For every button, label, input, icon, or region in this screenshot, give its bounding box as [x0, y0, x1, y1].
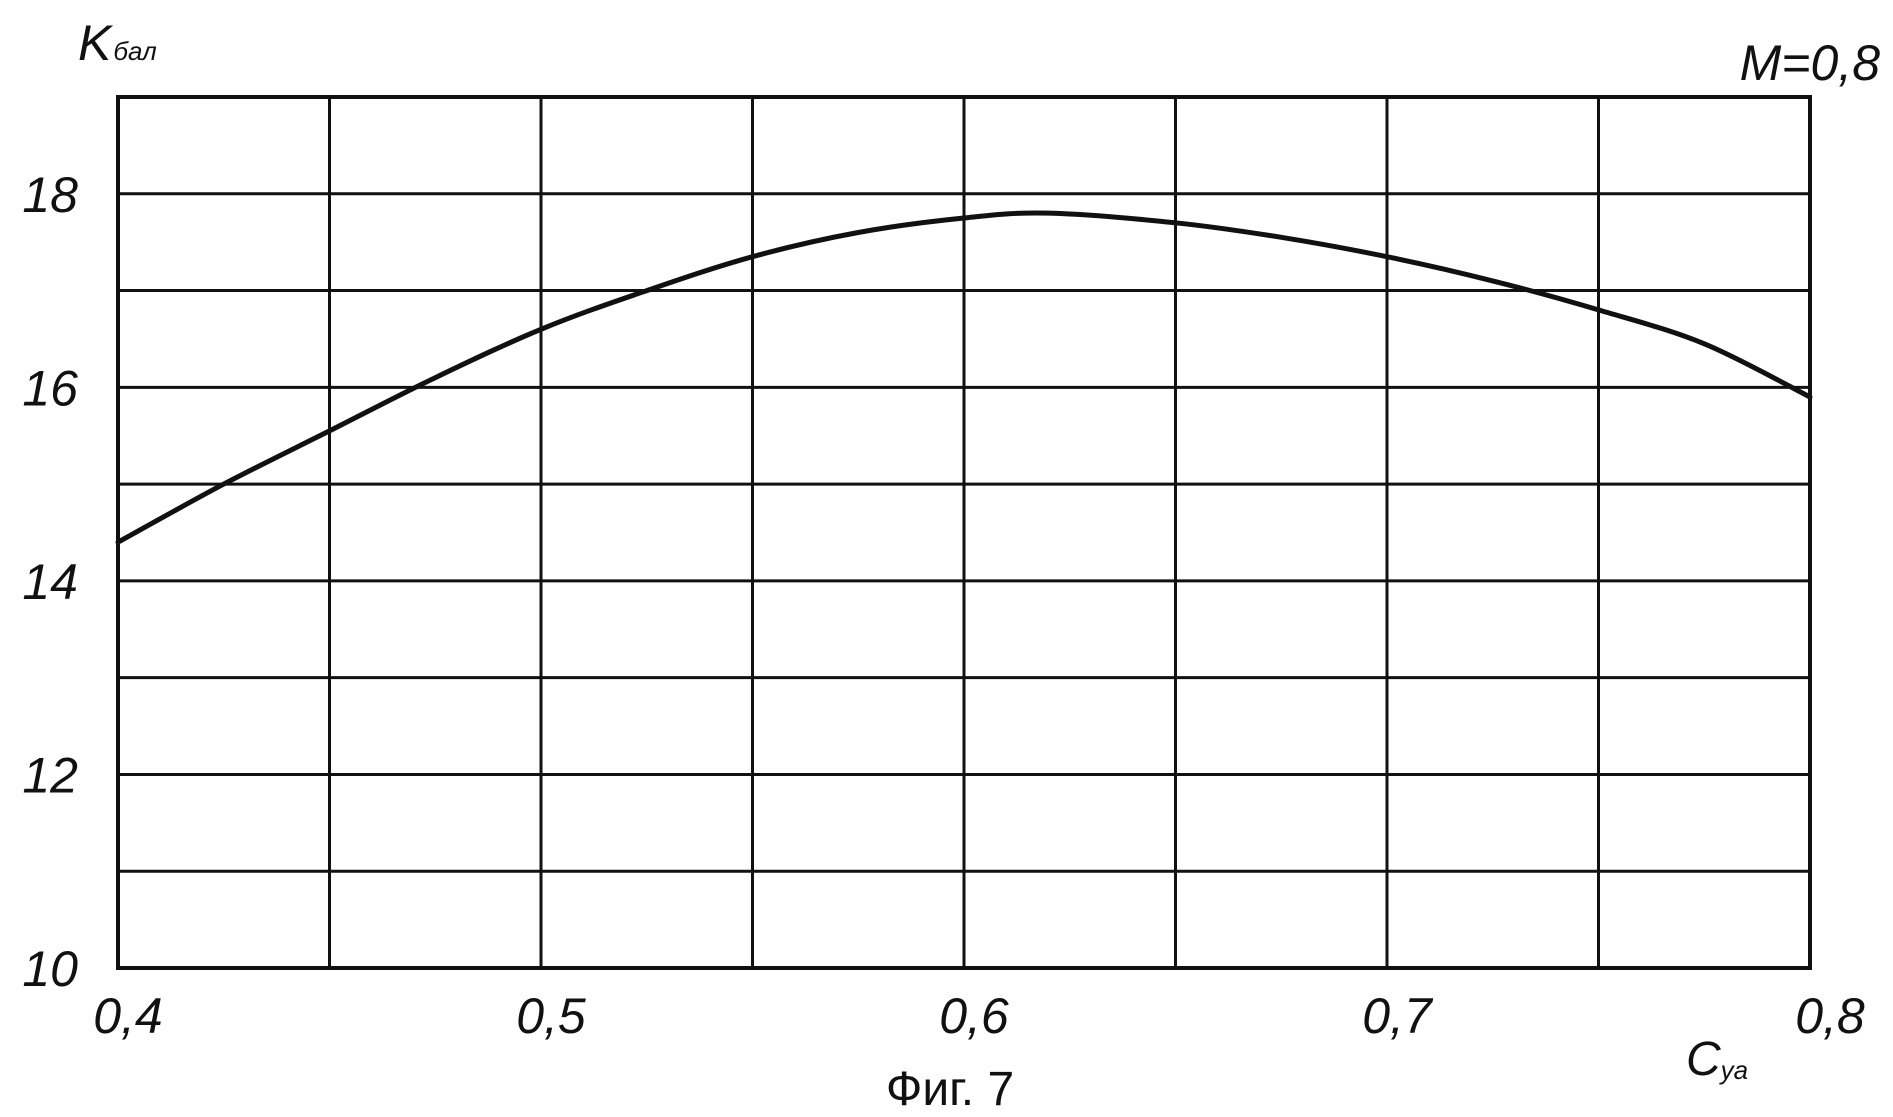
y-tick-label: 14	[22, 554, 78, 610]
x-tick-label: 0,8	[1795, 988, 1865, 1044]
x-tick-label: 0,4	[93, 988, 163, 1044]
y-tick-label: 18	[22, 167, 78, 223]
grid-lines	[118, 97, 1810, 968]
y-tick-label: 16	[22, 360, 78, 416]
y-axis-label: Kбал	[78, 15, 157, 71]
x-axis-label: Cya	[1686, 1033, 1748, 1086]
y-tick-label: 10	[22, 941, 78, 997]
y-tick-label: 12	[22, 747, 78, 803]
plot-frame	[116, 95, 1812, 970]
x-tick-label: 0,7	[1362, 988, 1434, 1044]
y-tick-labels: 10 12 14 16 18	[22, 167, 78, 997]
figure-caption: Фиг. 7	[886, 1063, 1014, 1116]
x-tick-label: 0,5	[516, 988, 586, 1044]
x-tick-labels: 0,4 0,5 0,6 0,7 0,8	[93, 988, 1865, 1044]
series-line	[115, 210, 1813, 545]
mach-annotation: M=0,8	[1740, 35, 1881, 91]
x-tick-label: 0,6	[939, 988, 1009, 1044]
